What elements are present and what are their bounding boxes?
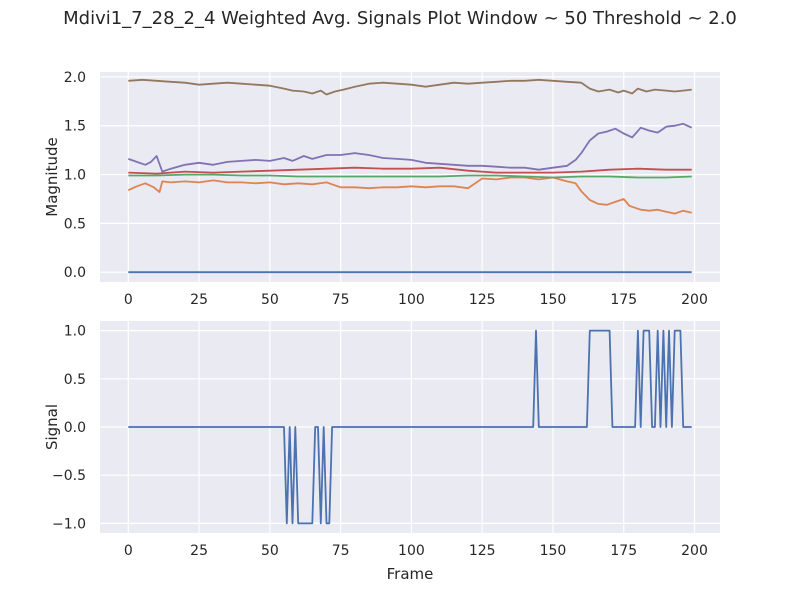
signal-x-axis-label: Frame	[387, 565, 434, 583]
magnitude-x-tick-label: 200	[681, 292, 708, 308]
magnitude-series-4-line	[128, 122, 693, 173]
signal-y-axis-label: Signal	[43, 404, 61, 450]
signal-x-tick-label: 200	[681, 543, 708, 559]
magnitude-x-tick-label: 175	[610, 292, 637, 308]
signal-x-tick-label: 125	[469, 543, 496, 559]
signal-x-tick-label: 75	[332, 543, 350, 559]
signal-y-tick-label: 0.0	[64, 420, 86, 436]
magnitude-y-tick-label: 1.5	[64, 119, 86, 135]
signal-y-tick-label: −0.5	[52, 468, 86, 484]
magnitude-y-tick-label: 2.0	[64, 70, 86, 86]
signal-x-tick-label: 150	[540, 543, 567, 559]
magnitude-y-axis-label: Magnitude	[43, 137, 61, 216]
signal-x-tick-label: 100	[398, 543, 425, 559]
magnitude-x-tick-label: 25	[190, 292, 208, 308]
magnitude-x-tick-label: 150	[540, 292, 567, 308]
magnitude-series-2-line	[128, 173, 692, 179]
signal-series-0-line	[128, 329, 692, 525]
signal-x-tick-label: 25	[190, 543, 208, 559]
magnitude-y-tick-label: 1.0	[64, 168, 86, 184]
signal-x-tick-label: 50	[261, 543, 279, 559]
signal-y-tick-label: 0.5	[64, 372, 86, 388]
magnitude-x-tick-label: 125	[469, 292, 496, 308]
magnitude-y-tick-label: 0.5	[64, 216, 86, 232]
chart-title: Mdivi1_7_28_2_4 Weighted Avg. Signals Pl…	[63, 8, 737, 29]
magnitude-panel: 0 25 50 75 100 125 150 175 200 0.0 0.5 1.0 1.5 2.0 Mag…	[43, 70, 720, 308]
signal-x-tick-label: 0	[124, 543, 133, 559]
signal-x-tick-label: 175	[610, 543, 637, 559]
magnitude-series-5-line	[128, 78, 692, 96]
signal-y-tick-label: −1.0	[52, 516, 86, 532]
magnitude-y-tick-label: 0.0	[64, 265, 86, 281]
magnitude-series-3-line	[128, 166, 692, 175]
signal-panel: 0 25 50 75 100 125 150 175 200 −1.0 −0.5 0.0 0.5 1.0 S…	[43, 321, 720, 583]
magnitude-series-1-line	[127, 176, 692, 215]
magnitude-x-tick-label: 100	[398, 292, 425, 308]
magnitude-x-tick-label: 75	[332, 292, 350, 308]
magnitude-x-tick-label: 50	[261, 292, 279, 308]
magnitude-x-tick-label: 0	[124, 292, 133, 308]
signal-y-tick-label: 1.0	[64, 324, 86, 340]
